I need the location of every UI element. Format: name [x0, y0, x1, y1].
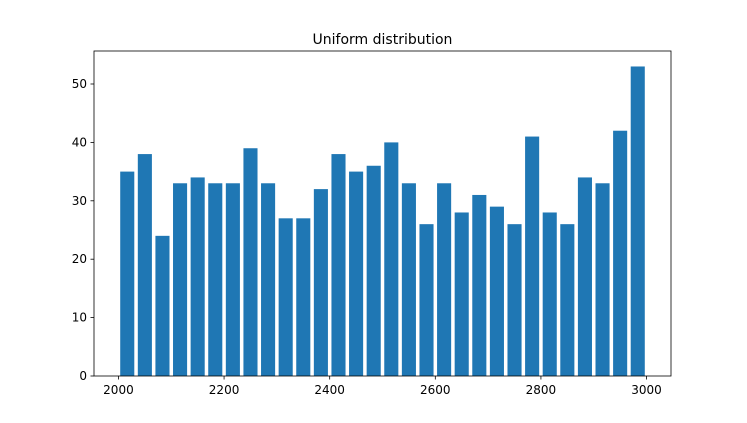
bar — [120, 171, 135, 376]
x-tick-label: 2200 — [209, 383, 240, 397]
y-tick-label: 20 — [72, 252, 87, 266]
y-tick-label: 10 — [72, 311, 87, 325]
chart-title: Uniform distribution — [313, 32, 453, 48]
bar — [507, 224, 522, 376]
y-tick-label: 30 — [72, 194, 87, 208]
bar — [419, 224, 434, 376]
bar — [331, 154, 346, 376]
bar — [261, 183, 276, 376]
bar — [366, 165, 381, 376]
bar — [313, 189, 328, 376]
bar — [243, 148, 258, 376]
bar — [630, 66, 645, 376]
bar — [349, 171, 364, 376]
y-tick-label: 0 — [79, 369, 87, 383]
bar — [595, 183, 610, 376]
y-tick-label: 50 — [72, 77, 87, 91]
x-tick-label: 2000 — [103, 383, 134, 397]
x-tick-label: 2800 — [526, 383, 557, 397]
bar — [437, 183, 452, 376]
bar — [278, 218, 293, 376]
bar — [542, 212, 557, 376]
bar — [155, 235, 170, 376]
bar — [472, 194, 487, 376]
bar — [489, 206, 504, 376]
bar — [384, 142, 399, 376]
bar — [525, 136, 540, 376]
bar — [577, 177, 592, 376]
bar — [296, 218, 311, 376]
plot-frame — [93, 50, 672, 377]
bar — [613, 130, 628, 376]
y-tick-label: 40 — [72, 135, 87, 149]
bar — [401, 183, 416, 376]
bar — [208, 183, 223, 376]
bar — [190, 177, 205, 376]
bar — [225, 183, 240, 376]
x-tick-label: 3000 — [631, 383, 662, 397]
bar — [454, 212, 469, 376]
bar — [173, 183, 188, 376]
bar — [137, 154, 152, 376]
bar — [560, 224, 575, 376]
x-tick-label: 2400 — [314, 383, 345, 397]
x-tick-label: 2600 — [420, 383, 451, 397]
